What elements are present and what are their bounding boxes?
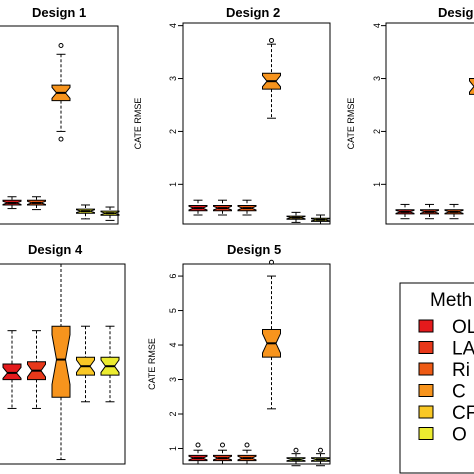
box — [76, 204, 95, 220]
outlier-point — [293, 447, 299, 453]
panel-design-1: Design 1 — [0, 5, 120, 225]
y-tick-label: 1 — [168, 182, 178, 187]
box — [262, 259, 281, 410]
box — [237, 199, 257, 216]
y-tick-label: 4 — [168, 343, 178, 348]
outlier-point — [244, 442, 250, 448]
box-body — [469, 78, 474, 95]
y-tick-label: 3 — [372, 76, 382, 81]
y-tick-label: 5 — [168, 308, 178, 313]
legend-label: OL — [452, 317, 474, 338]
y-tick-label: 2 — [168, 129, 178, 134]
y-tick-label: 6 — [168, 274, 178, 279]
panel-title: Design 2 — [226, 5, 280, 20]
y-tick-label: 4 — [168, 23, 178, 28]
y-axis-label: CATE RMSE — [346, 98, 356, 150]
box — [311, 214, 330, 225]
legend-item: C — [418, 382, 466, 403]
y-axis-label: CATE RMSE — [147, 338, 157, 390]
box — [76, 325, 95, 403]
box — [286, 447, 306, 467]
y-tick-label: 3 — [168, 76, 178, 81]
plot-frame — [0, 25, 119, 225]
legend-label: Ri — [452, 360, 470, 381]
plot-frame — [182, 263, 331, 465]
box — [188, 442, 208, 465]
box — [262, 37, 281, 119]
box — [213, 442, 232, 465]
box — [444, 203, 464, 220]
panel-title: Desig — [438, 5, 473, 20]
legend-item: Ri — [418, 360, 470, 381]
box — [100, 325, 120, 403]
panel-title: Design 4 — [28, 242, 83, 257]
box — [51, 263, 71, 461]
legend-swatch — [418, 319, 434, 333]
outlier-point — [269, 37, 274, 43]
panel-title: Design 1 — [32, 5, 86, 20]
box-body — [51, 325, 71, 398]
panel-title: Design 5 — [227, 242, 281, 257]
box — [2, 196, 22, 210]
outlier-point — [318, 447, 323, 453]
outlier-point — [58, 136, 64, 142]
box — [237, 442, 257, 465]
box — [27, 330, 46, 409]
plot-frame — [385, 22, 474, 225]
box-body — [2, 363, 22, 381]
legend-frame — [399, 282, 474, 474]
outlier-point — [195, 442, 201, 448]
y-tick-label: 4 — [372, 23, 382, 28]
legend-label: C — [452, 382, 466, 403]
box — [27, 196, 46, 211]
box — [51, 43, 71, 142]
legend-item: OL — [418, 317, 474, 338]
y-tick-label: 3 — [168, 377, 178, 382]
y-tick-label: 1 — [168, 446, 178, 451]
legend-label: LA — [452, 339, 474, 360]
legend-item: O — [418, 425, 467, 446]
box — [286, 211, 306, 223]
legend-item: LA — [418, 339, 474, 360]
panel-design-3: Desig CATE RMSE 1 2 3 4 — [346, 5, 474, 225]
legend-item: CF — [418, 403, 474, 424]
plot-frame — [182, 22, 331, 225]
outlier-point — [58, 43, 64, 49]
box — [2, 330, 22, 409]
legend-label: CF — [452, 403, 474, 424]
box — [213, 199, 232, 216]
legend-swatch — [418, 384, 434, 397]
legend-swatch — [418, 405, 434, 419]
y-axis-label: CATE RMSE — [133, 98, 143, 150]
box — [395, 203, 415, 220]
box — [100, 206, 120, 221]
y-tick-label: 2 — [168, 411, 178, 416]
box — [311, 447, 330, 467]
panel-design-5: Design 5 CATE RMSE 1 2 3 4 5 6 — [147, 242, 331, 467]
y-tick-label: 2 — [372, 129, 382, 134]
legend-label: O — [452, 425, 467, 446]
legend-swatch — [418, 341, 434, 354]
legend-title: Meth — [430, 290, 472, 311]
box — [469, 78, 474, 95]
legend: Meth — [399, 282, 474, 474]
legend-swatch — [418, 427, 434, 440]
legend-swatch — [418, 362, 434, 376]
panel-design-2: Design 2 CATE RMSE 1 2 3 4 — [133, 5, 331, 225]
box — [188, 199, 208, 216]
outlier-point — [269, 259, 274, 265]
y-tick-label: 1 — [372, 182, 382, 187]
outlier-point — [220, 442, 225, 448]
panel-design-4: Design 4 — [0, 242, 126, 465]
box — [420, 203, 439, 220]
